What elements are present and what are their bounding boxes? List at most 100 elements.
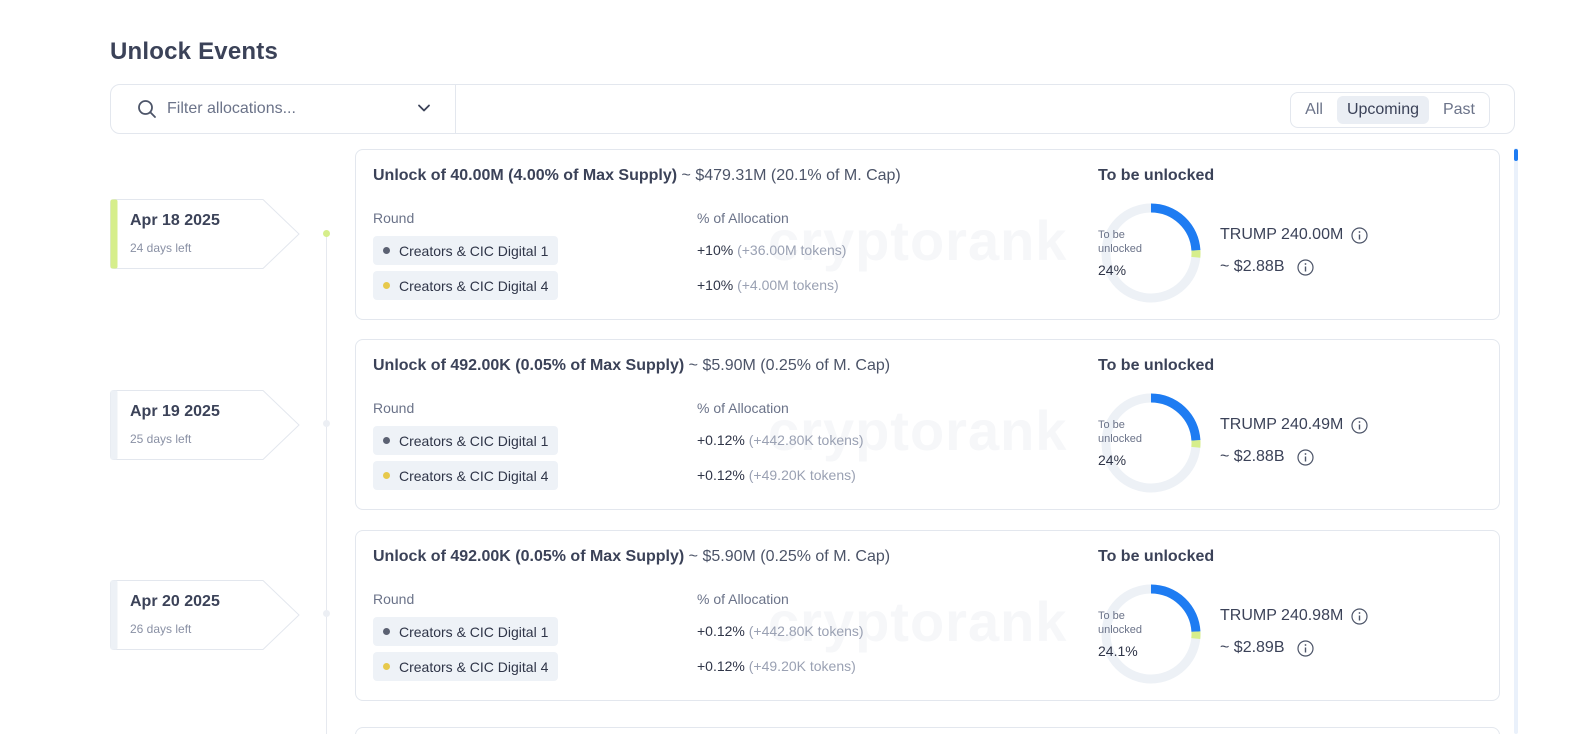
round-name: Creators & CIC Digital 4 xyxy=(399,658,549,675)
allocation-pct: +0.12% xyxy=(697,623,745,639)
donut-percent: 24% xyxy=(1098,262,1127,278)
allocation-value: +0.12% (+442.80K tokens) xyxy=(697,623,864,639)
round-dot xyxy=(383,472,390,479)
donut-caption: To be unlocked xyxy=(1098,228,1204,256)
filter-bar: Filter allocations... All Upcoming Past xyxy=(110,84,1515,134)
allocation-pct: +0.12% xyxy=(697,467,745,483)
unlock-donut-chart: To be unlocked 24% xyxy=(1098,390,1204,496)
usd-amount: ~ $2.88B xyxy=(1220,448,1285,465)
donut-next-arc xyxy=(1101,584,1201,684)
allocation-value: +10% (+36.00M tokens) xyxy=(697,242,846,258)
unlock-amount: Unlock of 492.00K (0.05% of Max Supply) xyxy=(373,548,685,565)
donut-caption-line1: To be xyxy=(1098,419,1125,431)
unlock-value: ~ $5.90M (0.25% of M. Cap) xyxy=(688,548,891,565)
segment-all[interactable]: All xyxy=(1305,101,1323,118)
days-left: 24 days left xyxy=(130,241,192,255)
allocation-tokens: (+49.20K tokens) xyxy=(748,467,856,483)
info-icon[interactable] xyxy=(1351,226,1368,244)
donut-unlocked-arc xyxy=(1101,203,1201,303)
round-dot xyxy=(383,663,390,670)
page-title: Unlock Events xyxy=(110,38,278,65)
timeline-dot xyxy=(323,230,330,237)
allocation-header: % of Allocation xyxy=(697,400,789,416)
unlock-amount: Unlock of 40.00M (4.00% of Max Supply) xyxy=(373,167,678,184)
round-name: Creators & CIC Digital 4 xyxy=(399,467,549,484)
unlock-title: Unlock of 40.00M (4.00% of Max Supply) ~… xyxy=(373,167,901,185)
unlock-event-card[interactable]: cryptorank Unlock of 40.00M (4.00% of Max… xyxy=(355,149,1500,320)
allocation-value: +0.12% (+442.80K tokens) xyxy=(697,432,864,448)
info-icon[interactable] xyxy=(1351,416,1368,434)
unlock-event-card-partial xyxy=(355,727,1500,734)
allocation-tokens: (+4.00M tokens) xyxy=(737,277,839,293)
info-icon[interactable] xyxy=(1296,639,1314,657)
segment-upcoming[interactable]: Upcoming xyxy=(1336,96,1429,124)
round-name: Creators & CIC Digital 4 xyxy=(399,277,549,294)
usd-amount-row: ~ $2.88B xyxy=(1220,258,1314,276)
scrollbar-track[interactable] xyxy=(1514,148,1518,734)
info-icon[interactable] xyxy=(1351,607,1368,625)
date-tag[interactable]: Apr 18 2025 24 days left xyxy=(110,199,300,269)
event-date: Apr 18 2025 xyxy=(130,212,220,229)
allocation-tokens: (+442.80K tokens) xyxy=(748,623,864,639)
to-be-unlocked-header: To be unlocked xyxy=(1098,167,1215,184)
filter-placeholder: Filter allocations... xyxy=(167,100,296,117)
timeline-dot xyxy=(323,420,330,427)
round-chip[interactable]: Creators & CIC Digital 4 xyxy=(373,461,559,490)
unlock-event-card[interactable]: cryptorank Unlock of 492.00K (0.05% of Ma… xyxy=(355,530,1500,701)
round-dot xyxy=(383,437,390,444)
round-header: Round xyxy=(373,210,415,226)
round-name: Creators & CIC Digital 1 xyxy=(399,623,549,640)
chevron-down-icon xyxy=(418,104,430,112)
filter-allocations-dropdown[interactable]: Filter allocations... xyxy=(111,85,456,133)
round-chip[interactable]: Creators & CIC Digital 1 xyxy=(373,426,559,455)
donut-percent: 24% xyxy=(1098,452,1127,468)
time-filter-segmented: All Upcoming Past xyxy=(1290,92,1490,128)
round-chip[interactable]: Creators & CIC Digital 1 xyxy=(373,236,559,265)
allocation-pct: +10% xyxy=(697,242,734,258)
round-header: Round xyxy=(373,591,415,607)
allocation-header: % of Allocation xyxy=(697,210,789,226)
cryptorank-watermark: cryptorank xyxy=(768,399,1068,462)
round-header: Round xyxy=(373,400,415,416)
segment-past[interactable]: Past xyxy=(1442,101,1475,118)
scrollbar-thumb[interactable] xyxy=(1514,149,1518,161)
donut-caption-line2: unlocked xyxy=(1098,433,1143,445)
donut-unlocked-arc xyxy=(1101,584,1201,684)
unlock-value: ~ $5.90M (0.25% of M. Cap) xyxy=(688,357,891,374)
event-date: Apr 20 2025 xyxy=(130,593,220,610)
info-icon[interactable] xyxy=(1296,258,1314,276)
donut-caption-line2: unlocked xyxy=(1098,243,1143,255)
round-dot xyxy=(383,628,390,635)
donut-percent: 24.1% xyxy=(1098,643,1138,659)
token-amount: TRUMP 240.49M xyxy=(1220,416,1344,433)
token-amount-row: TRUMP 240.98M xyxy=(1220,607,1368,625)
round-chip[interactable]: Creators & CIC Digital 1 xyxy=(373,617,559,646)
unlock-title: Unlock of 492.00K (0.05% of Max Supply) … xyxy=(373,548,890,566)
timeline-line xyxy=(326,232,327,734)
date-tag[interactable]: Apr 19 2025 25 days left xyxy=(110,390,300,460)
unlock-donut-chart: To be unlocked 24.1% xyxy=(1098,581,1204,687)
token-amount-row: TRUMP 240.49M xyxy=(1220,416,1368,434)
donut-unlocked-arc xyxy=(1101,393,1201,493)
timeline-dot xyxy=(323,610,330,617)
round-chip[interactable]: Creators & CIC Digital 4 xyxy=(373,652,559,681)
to-be-unlocked-header: To be unlocked xyxy=(1098,357,1215,374)
round-chip[interactable]: Creators & CIC Digital 4 xyxy=(373,271,559,300)
round-name: Creators & CIC Digital 1 xyxy=(399,432,549,449)
allocation-header: % of Allocation xyxy=(697,591,789,607)
allocation-pct: +0.12% xyxy=(697,432,745,448)
allocation-pct: +0.12% xyxy=(697,658,745,674)
date-tag[interactable]: Apr 20 2025 26 days left xyxy=(110,580,300,650)
allocation-tokens: (+442.80K tokens) xyxy=(748,432,864,448)
unlock-title: Unlock of 492.00K (0.05% of Max Supply) … xyxy=(373,357,890,375)
donut-caption: To be unlocked xyxy=(1098,418,1204,446)
days-left: 26 days left xyxy=(130,622,192,636)
event-date: Apr 19 2025 xyxy=(130,403,220,420)
round-dot xyxy=(383,282,390,289)
unlock-value: ~ $479.31M (20.1% of M. Cap) xyxy=(681,167,901,184)
unlock-amount: Unlock of 492.00K (0.05% of Max Supply) xyxy=(373,357,685,374)
unlock-event-card[interactable]: cryptorank Unlock of 492.00K (0.05% of Ma… xyxy=(355,339,1500,510)
info-icon[interactable] xyxy=(1296,448,1314,466)
donut-next-arc xyxy=(1101,393,1201,493)
allocation-pct: +10% xyxy=(697,277,734,293)
